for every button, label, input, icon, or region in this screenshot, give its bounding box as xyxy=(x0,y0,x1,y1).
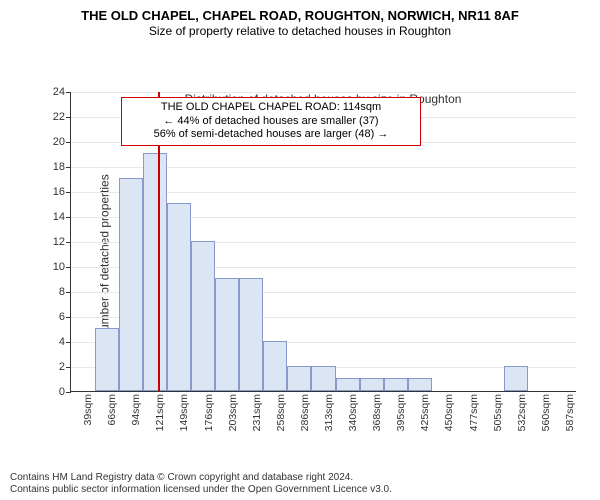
infobox-line1: THE OLD CHAPEL CHAPEL ROAD: 114sqm xyxy=(128,101,414,115)
xtick-label: 66sqm xyxy=(106,394,118,426)
histogram-bar xyxy=(95,328,119,391)
ytick-label: 18 xyxy=(53,161,71,173)
xtick-label: 149sqm xyxy=(178,394,190,431)
histogram-bar xyxy=(167,203,191,391)
footer: Contains HM Land Registry data © Crown c… xyxy=(10,472,590,496)
histogram-bar xyxy=(143,153,167,391)
gridline xyxy=(71,92,576,93)
ytick-label: 24 xyxy=(53,86,71,98)
xtick-label: 121sqm xyxy=(154,394,166,431)
xtick-label: 286sqm xyxy=(299,394,311,431)
xtick-label: 477sqm xyxy=(468,394,480,431)
infobox-line3: 56% of semi-detached houses are larger (… xyxy=(128,128,414,142)
histogram-bar xyxy=(287,366,311,391)
ytick-label: 22 xyxy=(53,111,71,123)
xtick-label: 313sqm xyxy=(323,394,335,431)
xtick-label: 94sqm xyxy=(130,394,142,426)
ytick-label: 12 xyxy=(53,236,71,248)
xtick-label: 258sqm xyxy=(275,394,287,431)
histogram-bar xyxy=(311,366,335,391)
xtick-label: 532sqm xyxy=(516,394,528,431)
ytick-label: 14 xyxy=(53,211,71,223)
plot-region: THE OLD CHAPEL CHAPEL ROAD: 114sqm ← 44%… xyxy=(70,92,576,392)
histogram-bar xyxy=(215,278,239,391)
ytick-label: 2 xyxy=(59,361,71,373)
page-title: THE OLD CHAPEL, CHAPEL ROAD, ROUGHTON, N… xyxy=(10,8,590,24)
xtick-label: 176sqm xyxy=(203,394,215,431)
xtick-label: 231sqm xyxy=(251,394,263,431)
xtick-label: 560sqm xyxy=(540,394,552,431)
marker-infobox: THE OLD CHAPEL CHAPEL ROAD: 114sqm ← 44%… xyxy=(121,97,421,146)
histogram-bar xyxy=(408,378,432,391)
histogram-bar xyxy=(263,341,287,391)
histogram-bar xyxy=(384,378,408,391)
xtick-label: 340sqm xyxy=(347,394,359,431)
ytick-label: 8 xyxy=(59,286,71,298)
footer-line1: Contains HM Land Registry data © Crown c… xyxy=(10,472,590,484)
histogram-bar xyxy=(119,178,143,391)
xtick-label: 368sqm xyxy=(371,394,383,431)
chart-area: Number of detached properties THE OLD CH… xyxy=(70,92,576,422)
chart-container: THE OLD CHAPEL, CHAPEL ROAD, ROUGHTON, N… xyxy=(0,0,600,500)
xtick-label: 587sqm xyxy=(564,394,576,431)
xtick-label: 505sqm xyxy=(492,394,504,431)
ytick-label: 6 xyxy=(59,311,71,323)
xtick-label: 39sqm xyxy=(82,394,94,426)
histogram-bar xyxy=(191,241,215,391)
histogram-bar xyxy=(360,378,384,391)
xtick-label: 450sqm xyxy=(443,394,455,431)
page-subtitle: Size of property relative to detached ho… xyxy=(10,24,590,38)
xtick-label: 425sqm xyxy=(419,394,431,431)
ytick-label: 0 xyxy=(59,386,71,398)
ytick-label: 20 xyxy=(53,136,71,148)
histogram-bar xyxy=(504,366,528,391)
xtick-label: 203sqm xyxy=(227,394,239,431)
xtick-label: 395sqm xyxy=(395,394,407,431)
infobox-line2: ← 44% of detached houses are smaller (37… xyxy=(128,115,414,129)
ytick-label: 16 xyxy=(53,186,71,198)
ytick-label: 10 xyxy=(53,261,71,273)
ytick-label: 4 xyxy=(59,336,71,348)
histogram-bar xyxy=(336,378,360,391)
histogram-bar xyxy=(239,278,263,391)
footer-line2: Contains public sector information licen… xyxy=(10,484,590,496)
